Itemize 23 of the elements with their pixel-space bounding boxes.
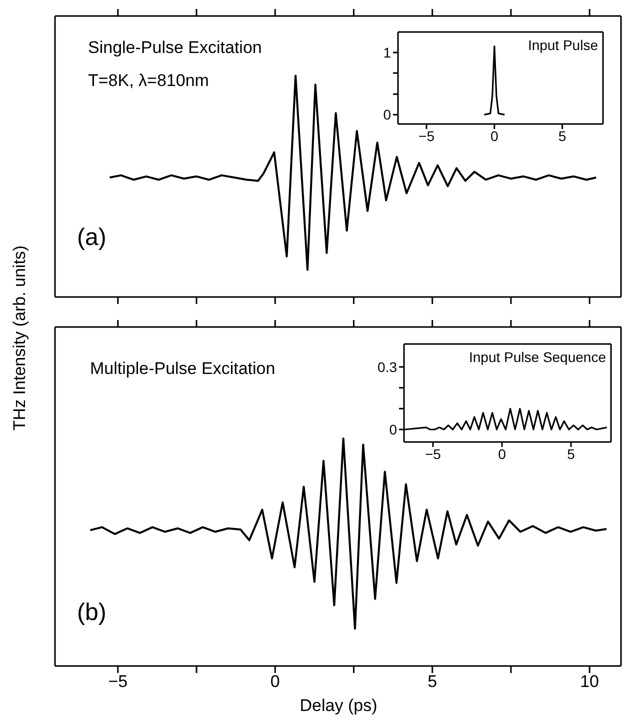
y-tick-label: 0	[383, 106, 392, 123]
annotation: (a)	[77, 224, 106, 252]
chart-title: Input Pulse Sequence	[469, 349, 606, 365]
x-tick-label: −5	[108, 672, 128, 692]
annotation: T=8K, λ=810nm	[88, 71, 209, 91]
x-tick-label: 0	[270, 672, 280, 692]
y-axis-title: THz Intensity (arb. units)	[10, 245, 30, 431]
x-tick-label: 5	[567, 446, 576, 462]
y-tick-label: 0	[389, 421, 398, 438]
x-tick-label: 0	[490, 128, 498, 144]
x-axis-title: Delay (ps)	[298, 696, 378, 716]
x-tick-label: 0	[498, 446, 506, 462]
text: Single-Pulse Excitation	[88, 38, 262, 58]
x-tick-label: −5	[424, 446, 442, 462]
x-tick-label: 5	[428, 672, 438, 692]
chart-title: Input Pulse	[528, 37, 598, 53]
x-tick-label: 10	[580, 672, 600, 692]
y-tick-label: 1	[383, 44, 392, 60]
x-tick-label: −5	[418, 128, 435, 144]
x-tick-label: 5	[558, 128, 566, 144]
annotation: (b)	[77, 599, 106, 627]
y-tick-label: 0.3	[378, 358, 398, 375]
text: Multiple-Pulse Excitation	[90, 359, 276, 379]
